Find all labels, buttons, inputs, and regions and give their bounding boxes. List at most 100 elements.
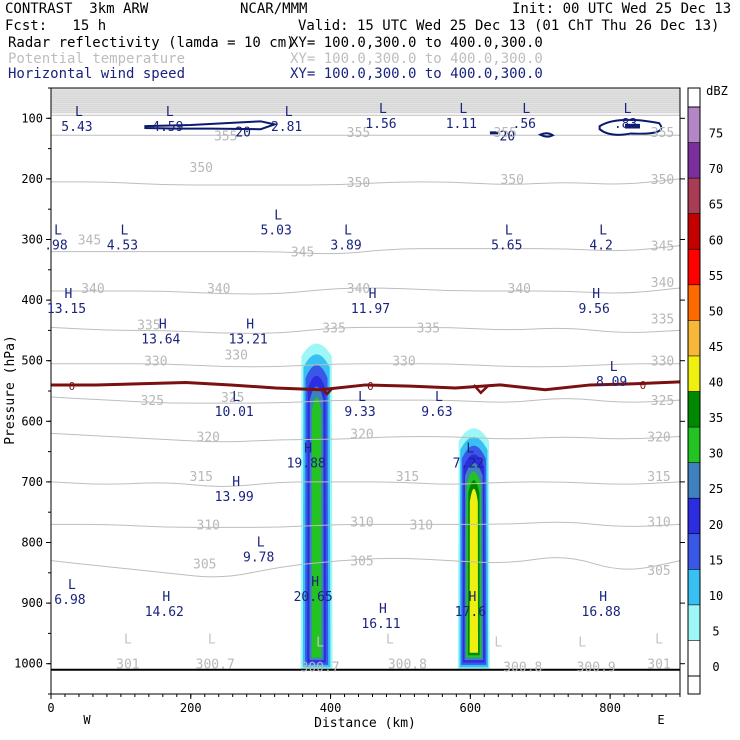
field-wind-xy: XY= 100.0,300.0 to 400.0,300.0 <box>290 66 543 82</box>
wind-extremum-value: 4.53 <box>107 238 138 253</box>
colorbar-swatch <box>688 320 700 356</box>
theta-contour-335 <box>51 326 680 334</box>
colorbar-label: 30 <box>709 447 723 461</box>
colorbar-label: 15 <box>709 553 723 567</box>
y-tick-label: 300 <box>21 233 43 247</box>
theta-label: 325 <box>651 394 674 409</box>
theta-extremum-marker: L <box>578 636 586 651</box>
wind-extremum-marker: L <box>166 105 174 120</box>
theta-label: 301 <box>116 658 139 673</box>
init-time: Init: 00 UTC Wed 25 Dec 13 <box>512 1 732 17</box>
theta-label: 330 <box>144 355 167 370</box>
wind-extremum-value: 1.56 <box>365 117 396 132</box>
theta-label: 300.7 <box>196 658 235 673</box>
wind-extremum-value: 20.65 <box>294 590 333 605</box>
theta-label: 350 <box>501 173 524 188</box>
wind-extremum-marker: H <box>369 287 377 302</box>
theta-label: 301 <box>647 658 670 673</box>
theta-extremum-marker: L <box>494 636 502 651</box>
theta-label: 300.9 <box>577 661 616 676</box>
colorbar-swatch <box>688 604 700 641</box>
wind-extremum-marker: L <box>344 223 352 238</box>
freezing-level-dip-2 <box>472 384 489 395</box>
theta-contour-345 <box>51 245 680 255</box>
wind-20-label-west: 20 <box>235 126 251 141</box>
theta-label: 345 <box>291 246 314 261</box>
wind-extremum-marker: L <box>599 223 607 238</box>
colorbar-top-cap <box>687 87 701 108</box>
colorbar-swatch <box>688 355 700 392</box>
theta-label: 305 <box>193 558 216 573</box>
colorbar-label: 75 <box>709 127 723 141</box>
colorbar-swatch <box>688 107 700 143</box>
theta-extremum-marker: L <box>655 633 663 648</box>
wind-extremum-marker: L <box>68 578 76 593</box>
wind-extremum-marker: L <box>75 105 83 120</box>
theta-label: 310 <box>647 515 670 530</box>
wind-extremum-marker: L <box>435 390 443 405</box>
wind-extremum-marker: L <box>257 536 265 551</box>
colorbar-label: 45 <box>709 340 723 354</box>
theta-label: 340 <box>81 282 104 297</box>
wind-extremum-value: 9.33 <box>344 405 375 420</box>
wind-extremum-value: .98 <box>44 238 67 253</box>
wind-extremum-value: 16.11 <box>361 617 400 632</box>
wind-extremum-value: 5.43 <box>61 120 92 135</box>
theta-label: 340 <box>347 282 370 297</box>
colorbar-swatch <box>688 640 700 676</box>
wind-extremum-marker: L <box>459 102 467 117</box>
wind-extremum-value: 11.97 <box>351 302 390 317</box>
freezing-level-label-right: 0 <box>640 379 647 392</box>
field-theta-name: Potential temperature <box>8 51 186 67</box>
wind-extremum-marker: H <box>162 590 170 605</box>
wind-extremum-value: 10.01 <box>215 405 254 420</box>
wind-extremum-value: 6.98 <box>54 593 85 608</box>
y-tick-label: 700 <box>21 475 43 489</box>
theta-label: 305 <box>350 555 373 570</box>
theta-label: 335 <box>137 318 160 333</box>
east-label: E <box>657 713 664 727</box>
colorbar-title: dBZ <box>706 84 728 98</box>
wind-extremum-value: .83 <box>614 117 637 132</box>
freezing-level-contour: 0 0 0 <box>51 379 680 396</box>
wind-extremum-value: 16.88 <box>582 605 621 620</box>
wind-extremum-marker: H <box>246 317 254 332</box>
colorbar-label: 25 <box>709 482 723 496</box>
theta-label: 330 <box>224 349 247 364</box>
wind-extremum-marker: L <box>610 360 618 375</box>
wind-extremum-marker: L <box>466 442 474 457</box>
theta-label: 300.8 <box>503 661 542 676</box>
colorbar-label: 70 <box>709 162 723 176</box>
theta-label: 315 <box>647 470 670 485</box>
wind-extremum-value: 7.22 <box>453 457 484 472</box>
colorbar-swatch <box>688 533 700 570</box>
colorbar-label: 5 <box>712 624 719 638</box>
wind-extremum-marker: H <box>65 287 73 302</box>
wind-extremum-value: 9.78 <box>243 551 274 566</box>
freezing-level-line <box>51 380 680 392</box>
colorbar-swatch <box>688 213 700 250</box>
theta-label: 320 <box>647 430 670 445</box>
wind-extremum-marker: L <box>505 223 513 238</box>
wind-extremum-marker: L <box>54 223 62 238</box>
wind-extremum-marker: H <box>469 590 477 605</box>
wind-extremum-value: 4.59 <box>152 120 183 135</box>
theta-contours <box>51 114 680 578</box>
theta-label: 315 <box>190 470 213 485</box>
colorbar-label: 0 <box>712 660 719 674</box>
theta-contour-320 <box>51 432 680 443</box>
theta-label: 300.8 <box>388 658 427 673</box>
theta-label: 355 <box>214 129 237 144</box>
theta-label: 310 <box>410 518 433 533</box>
wind-extremum-value: 5.03 <box>260 223 291 238</box>
wind-20-contour-west <box>144 120 279 131</box>
colorbar-bottom-cap <box>687 675 701 695</box>
colorbar-swatch <box>688 427 700 463</box>
y-tick-label: 500 <box>21 354 43 368</box>
wind-extremum-value: 3.89 <box>330 238 361 253</box>
y-tick-label: 200 <box>21 172 43 186</box>
wind-20-label-mid: 20 <box>500 129 516 144</box>
wind-extremum-value: 13.21 <box>229 332 268 347</box>
